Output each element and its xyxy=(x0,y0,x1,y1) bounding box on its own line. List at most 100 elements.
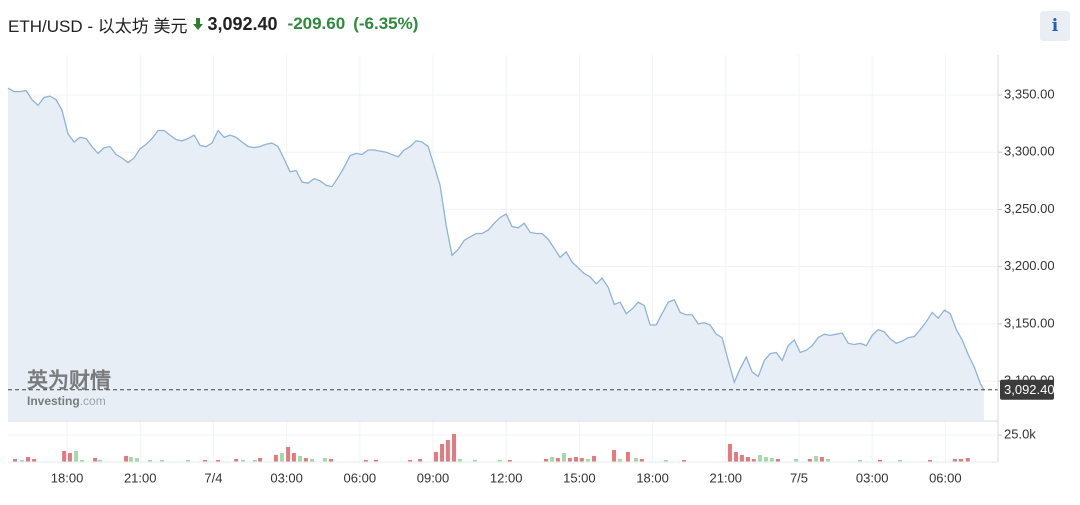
volume-bar xyxy=(32,458,37,462)
x-tick-label: 7/5 xyxy=(790,470,808,485)
instrument-title: ETH/USD - 以太坊 美元 xyxy=(8,16,188,36)
volume-bar xyxy=(135,458,140,462)
last-price-label: 3,092.40 xyxy=(1004,382,1055,397)
price-line xyxy=(7,87,985,391)
y-tick-label: 3,350.00 xyxy=(1004,86,1055,101)
volume-bar xyxy=(507,459,512,462)
volume-bar xyxy=(562,453,567,462)
price-change: -209.60 xyxy=(287,14,346,33)
volume-bar xyxy=(857,459,862,462)
volume-bar xyxy=(74,450,79,462)
volume-bar xyxy=(625,451,630,462)
volume-bar xyxy=(322,458,327,462)
watermark-domain: .com xyxy=(80,394,106,408)
volume-bar xyxy=(202,459,207,462)
volume-bar xyxy=(617,458,622,462)
volume-bar xyxy=(739,454,744,462)
volume-bar xyxy=(585,458,590,462)
volume-bar xyxy=(258,458,263,462)
volume-bar xyxy=(958,458,963,462)
x-tick-label: 03:00 xyxy=(270,470,303,485)
volume-bar xyxy=(472,459,477,462)
volume-bar xyxy=(363,459,368,462)
volume-bar xyxy=(965,458,970,462)
x-tick-label: 18:00 xyxy=(51,470,84,485)
last-price-box xyxy=(1000,379,1054,400)
volume-bar xyxy=(814,455,819,462)
volume-bar xyxy=(128,457,133,462)
volume-bar xyxy=(727,443,732,462)
volume-bar xyxy=(579,458,584,462)
volume-bar xyxy=(794,458,799,462)
area-fill xyxy=(8,88,984,421)
y-tick-label: 3,200.00 xyxy=(1004,258,1055,273)
volume-bar xyxy=(633,458,638,462)
volume-bar xyxy=(79,459,84,462)
volume-bar xyxy=(897,459,902,462)
volume-bar xyxy=(67,453,72,462)
x-tick-label: 06:00 xyxy=(929,470,962,485)
volume-bar xyxy=(550,457,555,462)
volume-bar xyxy=(240,459,245,462)
x-tick-label: 21:00 xyxy=(124,470,157,485)
volume-bar xyxy=(952,458,957,462)
x-tick-label: 12:00 xyxy=(490,470,523,485)
volume-bar xyxy=(286,446,291,462)
volume-bar xyxy=(497,459,502,462)
volume-bar xyxy=(769,458,774,462)
volume-bar xyxy=(124,455,129,462)
y-tick-label: 3,250.00 xyxy=(1004,201,1055,216)
volume-bar xyxy=(433,451,438,462)
volume-bar xyxy=(273,454,278,462)
volume-bar xyxy=(147,459,152,462)
volume-bar xyxy=(819,457,824,462)
y-tick-label: 3,150.00 xyxy=(1004,315,1055,330)
down-arrow-icon xyxy=(193,18,204,30)
x-tick-label: 03:00 xyxy=(856,470,889,485)
header: ETH/USD - 以太坊 美元 3,092.40 -209.60 (-6.35… xyxy=(8,10,418,38)
volume-bar xyxy=(877,459,882,462)
volume-bar xyxy=(216,459,221,462)
volume-bar xyxy=(309,458,314,462)
x-tick-label: 15:00 xyxy=(563,470,596,485)
last-price: 3,092.40 xyxy=(207,13,278,34)
volume-bar xyxy=(826,458,831,462)
volume-bar xyxy=(408,459,413,462)
volume-bar xyxy=(751,458,756,462)
volume-bar xyxy=(612,450,617,462)
volume-bar xyxy=(93,458,98,462)
volume-bar xyxy=(159,459,164,462)
volume-bar xyxy=(291,453,296,462)
info-button[interactable]: i xyxy=(1040,11,1070,41)
watermark-site: Investing.com xyxy=(27,394,106,408)
volume-bar xyxy=(457,458,462,462)
volume-bar xyxy=(775,458,780,462)
volume-bar xyxy=(329,458,334,462)
volume-bar xyxy=(279,453,284,462)
volume-bar xyxy=(807,458,812,462)
volume-bar xyxy=(62,450,67,462)
volume-bar xyxy=(757,454,762,462)
x-tick-label: 21:00 xyxy=(710,470,743,485)
volume-bar xyxy=(567,458,572,462)
x-tick-label: 18:00 xyxy=(636,470,669,485)
x-tick-label: 7/4 xyxy=(204,470,222,485)
volume-bar xyxy=(592,455,597,462)
y-tick-label: 25.0k xyxy=(1004,426,1036,441)
volume-bar xyxy=(97,459,102,462)
volume-bar xyxy=(418,458,423,462)
volume-bar xyxy=(445,439,450,462)
volume-bar xyxy=(19,459,24,462)
volume-bar xyxy=(639,458,644,462)
volume-bar xyxy=(764,457,769,462)
volume-bar xyxy=(440,443,445,462)
volume-bar xyxy=(186,459,191,462)
volume-bar xyxy=(543,458,548,462)
x-tick-label: 06:00 xyxy=(344,470,377,485)
volume-bar xyxy=(26,457,31,462)
price-change-percent: (-6.35%) xyxy=(353,14,419,33)
volume-bar xyxy=(663,459,668,462)
volume-bar xyxy=(734,451,739,462)
y-tick-label: 3,300.00 xyxy=(1004,144,1055,159)
